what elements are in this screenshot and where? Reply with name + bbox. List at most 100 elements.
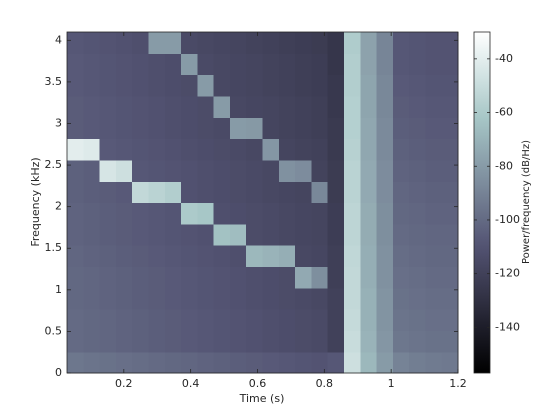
cell <box>376 245 394 268</box>
cell <box>343 223 361 246</box>
cell <box>343 351 361 374</box>
cell <box>197 32 215 54</box>
cell <box>83 202 101 225</box>
cell <box>83 159 101 182</box>
cell <box>376 287 394 310</box>
x-tick-label: 0.2 <box>115 377 133 390</box>
cell <box>213 138 231 161</box>
cell <box>311 223 329 246</box>
cell <box>213 95 231 118</box>
cell <box>392 309 410 331</box>
cell <box>148 202 166 225</box>
cell <box>148 223 166 246</box>
cell <box>197 202 215 225</box>
cell <box>164 32 182 54</box>
cell <box>197 138 215 161</box>
cell <box>99 32 117 54</box>
cell <box>409 53 427 76</box>
cell <box>343 53 361 76</box>
cell <box>181 53 198 76</box>
cell <box>115 53 133 76</box>
cell <box>327 330 345 353</box>
cell <box>246 138 264 161</box>
cell <box>425 74 443 97</box>
cell <box>132 95 150 118</box>
cell <box>213 245 231 268</box>
cell <box>83 53 101 76</box>
cell <box>99 351 117 374</box>
x-tick-label: 1.2 <box>449 377 467 390</box>
cell <box>343 74 361 97</box>
cell <box>213 181 231 204</box>
cell <box>327 117 345 140</box>
cell <box>229 159 247 182</box>
cell <box>441 266 459 289</box>
cell <box>392 95 410 118</box>
cell <box>229 351 247 374</box>
cell <box>164 287 182 310</box>
colorbar-label: Power/frequency (dB/Hz) <box>521 140 532 264</box>
cell <box>181 95 198 118</box>
cell <box>295 202 312 225</box>
cell <box>67 245 84 268</box>
cell <box>164 245 182 268</box>
cell <box>132 117 150 140</box>
cell <box>67 287 84 310</box>
x-tick-label: 0.6 <box>249 377 267 390</box>
cell <box>360 181 378 204</box>
cell <box>132 330 150 353</box>
cell <box>343 309 361 331</box>
cell <box>295 95 312 118</box>
cell <box>311 181 329 204</box>
cell <box>441 138 459 161</box>
cell <box>295 53 312 76</box>
cell <box>278 138 296 161</box>
cell <box>229 330 247 353</box>
cell <box>213 117 231 140</box>
cell <box>262 287 280 310</box>
cell <box>67 95 84 118</box>
cell <box>164 138 182 161</box>
cell <box>376 159 394 182</box>
cell <box>278 181 296 204</box>
cell <box>83 309 101 331</box>
cell <box>295 138 312 161</box>
cell <box>311 287 329 310</box>
cell <box>295 351 312 374</box>
cell <box>327 95 345 118</box>
cell <box>262 351 280 374</box>
cell <box>311 266 329 289</box>
cell <box>83 245 101 268</box>
cell <box>229 287 247 310</box>
cell <box>360 287 378 310</box>
cell <box>295 266 312 289</box>
cell <box>311 159 329 182</box>
cell <box>213 351 231 374</box>
cell <box>115 266 133 289</box>
colorbar-tick-label: -100 <box>495 213 520 226</box>
cell <box>425 223 443 246</box>
cell <box>83 32 101 54</box>
cell <box>197 287 215 310</box>
cell <box>278 287 296 310</box>
cell <box>278 95 296 118</box>
cell <box>376 138 394 161</box>
cell <box>197 117 215 140</box>
cell <box>213 159 231 182</box>
cell <box>115 181 133 204</box>
cell <box>148 181 166 204</box>
cell <box>295 223 312 246</box>
cell <box>181 181 198 204</box>
cell <box>197 95 215 118</box>
cell <box>99 309 117 331</box>
cell <box>246 309 264 331</box>
cell <box>360 32 378 54</box>
cell <box>409 309 427 331</box>
cell <box>392 159 410 182</box>
cell <box>425 202 443 225</box>
cell <box>246 74 264 97</box>
cell <box>360 223 378 246</box>
cell <box>392 245 410 268</box>
cell <box>311 138 329 161</box>
cell <box>164 330 182 353</box>
